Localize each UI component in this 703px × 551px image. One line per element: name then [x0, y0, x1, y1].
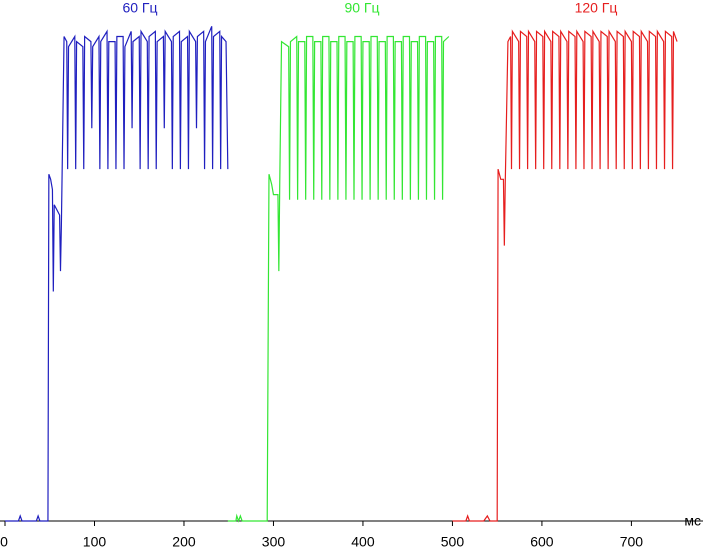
x-tick-label: 600: [530, 534, 554, 550]
series-line: [227, 35, 450, 523]
series-label: 90 Гц: [344, 0, 379, 16]
x-tick-label: 700: [620, 534, 644, 550]
series-label: 60 Гц: [122, 0, 157, 16]
series-label: 120 Гц: [575, 0, 618, 16]
series-line: [452, 29, 678, 522]
x-tick-label: 300: [262, 534, 286, 550]
series-line: [5, 26, 229, 522]
x-tick-label: 500: [441, 534, 465, 550]
x-tick-label: 400: [351, 534, 375, 550]
x-tick-label: 0: [0, 534, 8, 550]
x-tick-label: 200: [172, 534, 196, 550]
x-tick-label: 100: [83, 534, 107, 550]
